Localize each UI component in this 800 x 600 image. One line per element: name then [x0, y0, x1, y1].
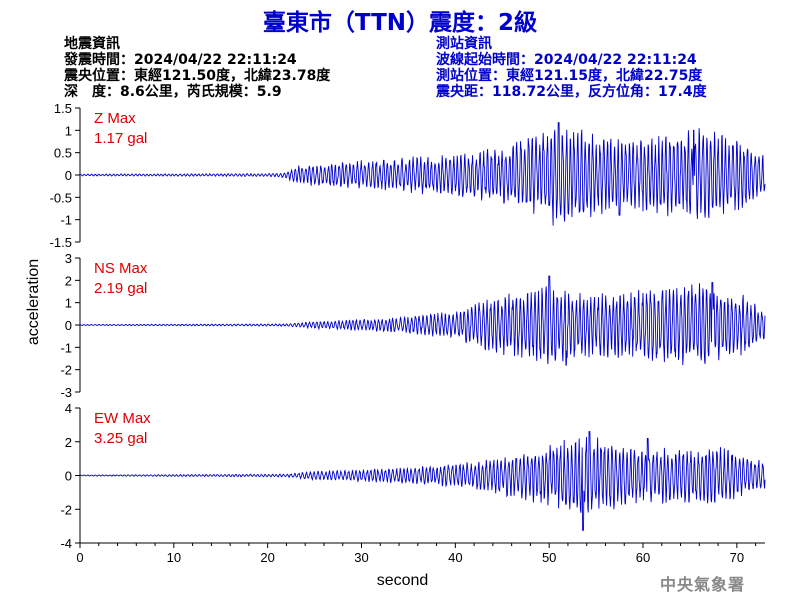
y-tick-label: -2	[60, 502, 72, 517]
x-tick-label: 60	[636, 550, 650, 565]
origin-time: 發震時間：2024/04/22 22:11:24	[64, 52, 297, 68]
y-tick-label: 4	[65, 401, 72, 416]
max-value-ns: 2.19 gal	[94, 280, 147, 297]
trace-ew	[80, 431, 766, 531]
station-location: 測站位置：東經121.15度，北緯22.75度	[436, 68, 703, 84]
y-tick-label: -2	[60, 363, 72, 378]
y-tick-label: -1	[60, 340, 72, 355]
y-tick-label: 0	[65, 469, 72, 484]
trace-z	[80, 122, 766, 226]
trace-ns	[79, 275, 766, 366]
max-value-ew: 3.25 gal	[94, 430, 147, 447]
epicenter-location: 震央位置：東經121.50度，北緯23.78度	[64, 68, 331, 84]
y-tick-label: -1	[60, 213, 72, 228]
y-tick-label: -0.5	[50, 190, 72, 205]
station-info-header: 測站資訊	[436, 36, 492, 52]
y-tick-label: 0.5	[54, 146, 72, 161]
x-tick-label: 50	[542, 550, 556, 565]
station-info-block: 測站資訊 波線起始時間：2024/04/22 22:11:24 測站位置：東經1…	[436, 36, 707, 100]
x-tick-label: 30	[354, 550, 368, 565]
x-tick-label: 20	[260, 550, 274, 565]
y-tick-label: -3	[60, 385, 72, 400]
max-label-ew: EW Max	[94, 410, 151, 427]
y-tick-label: 0	[65, 318, 72, 333]
x-tick-label: 0	[76, 550, 83, 565]
y-tick-label: -4	[60, 536, 72, 551]
x-tick-label: 10	[167, 550, 181, 565]
x-tick-label: 70	[730, 550, 744, 565]
y-tick-label: 0	[65, 168, 72, 183]
agency-footer: 中央氣象署	[659, 575, 745, 594]
x-tick-label: 40	[448, 550, 462, 565]
max-value-z: 1.17 gal	[94, 130, 147, 147]
y-tick-label: 3	[65, 251, 72, 266]
max-label-z: Z Max	[94, 110, 136, 127]
depth-magnitude: 深 度：8.6公里，芮氏規模：5.9	[64, 84, 282, 100]
x-axis-label: second	[377, 572, 429, 589]
y-tick-label: 2	[65, 273, 72, 288]
y-tick-label: 1.5	[54, 101, 72, 116]
y-tick-label: -1.5	[50, 235, 72, 250]
y-tick-label: 2	[65, 435, 72, 450]
wave-start-time: 波線起始時間：2024/04/22 22:11:24	[436, 52, 697, 68]
earthquake-info-block: 地震資訊 發震時間：2024/04/22 22:11:24 震央位置：東經121…	[64, 36, 330, 100]
y-tick-label: 1	[65, 123, 72, 138]
epicentral-distance: 震央距：118.72公里，反方位角：17.4度	[436, 84, 707, 100]
y-axis-label: acceleration	[25, 259, 42, 345]
max-label-ns: NS Max	[94, 260, 148, 277]
chart-title: 臺東市（TTN）震度：2級	[262, 10, 538, 36]
y-tick-label: 1	[65, 296, 72, 311]
earthquake-info-header: 地震資訊	[64, 36, 120, 52]
